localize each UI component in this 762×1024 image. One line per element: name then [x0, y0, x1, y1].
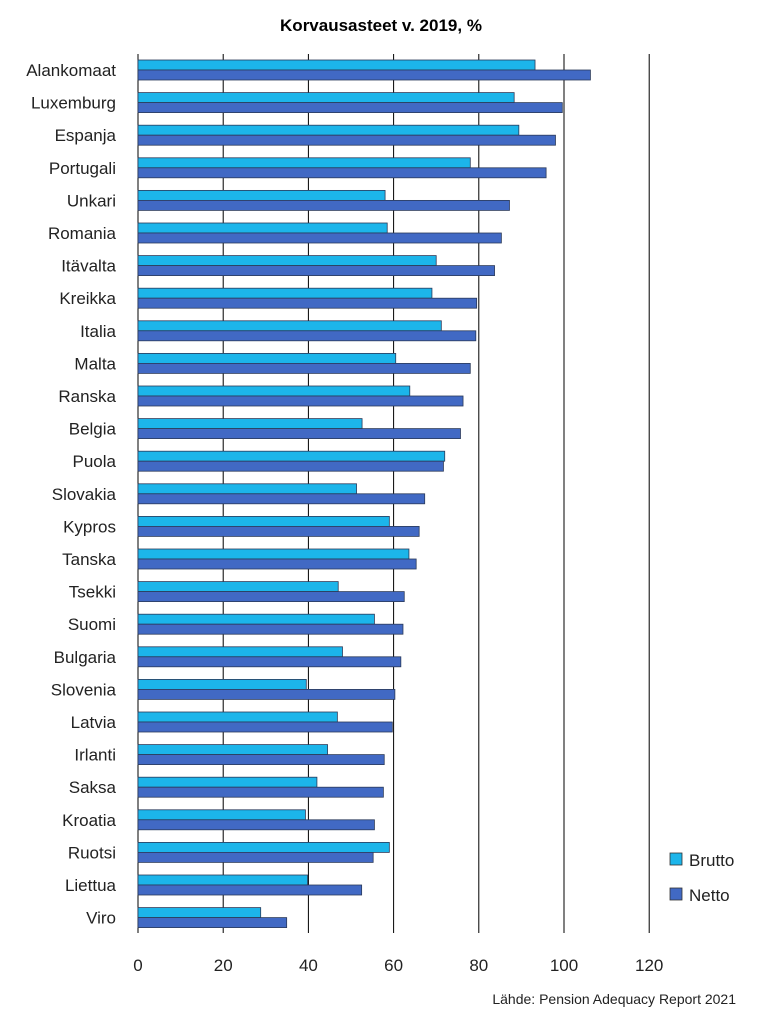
- bar-brutto-kroatia: [137, 809, 306, 821]
- bar-brutto-slovakia: [137, 483, 357, 495]
- category-label-kroatia: Kroatia: [62, 811, 116, 830]
- bar-brutto-puola: [137, 450, 446, 462]
- bar-brutto-tsekki: [137, 581, 339, 592]
- bar-netto-saksa: [137, 786, 384, 798]
- bar-brutto-alankomaat: [137, 59, 536, 71]
- bar-netto-itavalta: [137, 265, 495, 277]
- category-label-viro: Viro: [86, 909, 116, 928]
- x-tick-label-80: 80: [469, 956, 488, 975]
- bar-brutto-suomi: [137, 613, 375, 625]
- bar-netto-viro: [137, 917, 288, 928]
- category-label-bulgaria: Bulgaria: [54, 648, 117, 667]
- legend-label-brutto: Brutto: [689, 851, 734, 870]
- bar-netto-luxemburg: [137, 102, 563, 113]
- bar-netto-ruotsi: [137, 852, 374, 863]
- category-labels: Alankomaat Luxemburg Espanja Portugali Unkar…: [26, 61, 116, 928]
- bar-brutto-luxemburg: [137, 92, 515, 103]
- category-label-italia: Italia: [80, 322, 116, 341]
- category-label-puola: Puola: [73, 452, 117, 471]
- chart-title: Korvausasteet v. 2019, %: [280, 16, 482, 35]
- bar-netto-ranska: [137, 395, 464, 407]
- bar-brutto-ruotsi: [137, 842, 390, 853]
- bar-brutto-unkari: [137, 189, 386, 201]
- category-label-ranska: Ranska: [58, 387, 116, 406]
- bar-brutto-portugali: [137, 157, 471, 169]
- bar-brutto-irlanti: [137, 744, 328, 755]
- category-label-espanja: Espanja: [55, 126, 117, 145]
- bar-brutto-malta: [137, 352, 397, 364]
- bar-netto-latvia: [137, 721, 393, 733]
- bar-netto-bulgaria: [137, 656, 402, 668]
- bar-brutto-bulgaria: [137, 646, 343, 658]
- category-label-belgia: Belgia: [69, 420, 117, 439]
- x-tick-label-0: 0: [133, 956, 142, 975]
- source-note: Lähde: Pension Adequacy Report 2021: [492, 991, 736, 1007]
- bar-brutto-kreikka: [137, 287, 433, 299]
- bar-netto-kreikka: [137, 297, 478, 309]
- bar-netto-kypros: [137, 526, 420, 537]
- bar-netto-puola: [137, 460, 444, 472]
- category-label-suomi: Suomi: [68, 615, 116, 634]
- bar-netto-italia: [137, 330, 477, 342]
- x-tick-label-60: 60: [384, 956, 403, 975]
- x-tick-label-120: 120: [635, 956, 663, 975]
- bar-netto-alankomaat: [137, 69, 591, 81]
- bar-netto-romania: [137, 232, 502, 244]
- category-label-ruotsi: Ruotsi: [68, 843, 116, 862]
- category-label-tanska: Tanska: [62, 550, 116, 569]
- bar-netto-espanja: [137, 134, 556, 146]
- category-label-latvia: Latvia: [71, 713, 117, 732]
- bar-brutto-kypros: [137, 516, 390, 527]
- x-tick-label-20: 20: [214, 956, 233, 975]
- bar-netto-tanska: [137, 558, 417, 570]
- bar-brutto-liettua: [137, 874, 308, 886]
- bars: [137, 59, 591, 928]
- x-tick-labels: 0 20 40 60 80 100 120: [133, 956, 663, 975]
- bar-netto-suomi: [137, 623, 404, 635]
- bar-brutto-espanja: [137, 124, 520, 136]
- category-label-irlanti: Irlanti: [74, 746, 116, 765]
- bar-brutto-belgia: [137, 418, 363, 430]
- legend-label-netto: Netto: [689, 886, 730, 905]
- bar-netto-irlanti: [137, 754, 385, 765]
- legend-swatch-netto: [669, 887, 683, 901]
- category-label-tsekki: Tsekki: [69, 583, 116, 602]
- category-label-itavalta: Itävalta: [61, 257, 116, 276]
- bar-netto-slovenia: [137, 689, 396, 700]
- bar-netto-liettua: [137, 884, 363, 896]
- category-label-alankomaat: Alankomaat: [26, 61, 116, 80]
- legend: Brutto Netto: [669, 851, 734, 905]
- category-label-kreikka: Kreikka: [59, 289, 116, 308]
- bar-netto-unkari: [137, 199, 510, 211]
- bar-netto-malta: [137, 362, 471, 374]
- category-label-saksa: Saksa: [69, 778, 117, 797]
- category-label-romania: Romania: [48, 224, 117, 243]
- bar-brutto-latvia: [137, 711, 338, 723]
- x-tick-label-40: 40: [299, 956, 318, 975]
- bar-brutto-ranska: [137, 385, 411, 397]
- bar-netto-slovakia: [137, 493, 426, 505]
- bar-netto-kroatia: [137, 819, 375, 831]
- bar-brutto-tanska: [137, 548, 410, 560]
- category-label-unkari: Unkari: [67, 191, 116, 210]
- bar-netto-portugali: [137, 167, 547, 179]
- bar-brutto-itavalta: [137, 255, 437, 267]
- legend-swatch-brutto: [669, 852, 683, 866]
- category-label-slovakia: Slovakia: [52, 485, 117, 504]
- bar-brutto-slovenia: [137, 679, 307, 690]
- category-label-malta: Malta: [74, 354, 116, 373]
- bar-brutto-viro: [137, 907, 262, 918]
- category-label-luxemburg: Luxemburg: [31, 94, 116, 113]
- bar-netto-belgia: [137, 428, 461, 440]
- category-label-liettua: Liettua: [65, 876, 117, 895]
- bar-brutto-romania: [137, 222, 388, 234]
- category-label-kypros: Kypros: [63, 517, 116, 536]
- category-label-slovenia: Slovenia: [51, 680, 117, 699]
- bar-brutto-italia: [137, 320, 442, 332]
- bar-brutto-saksa: [137, 776, 318, 788]
- category-label-portugali: Portugali: [49, 159, 116, 178]
- x-tick-label-100: 100: [550, 956, 578, 975]
- bar-netto-tsekki: [137, 591, 405, 602]
